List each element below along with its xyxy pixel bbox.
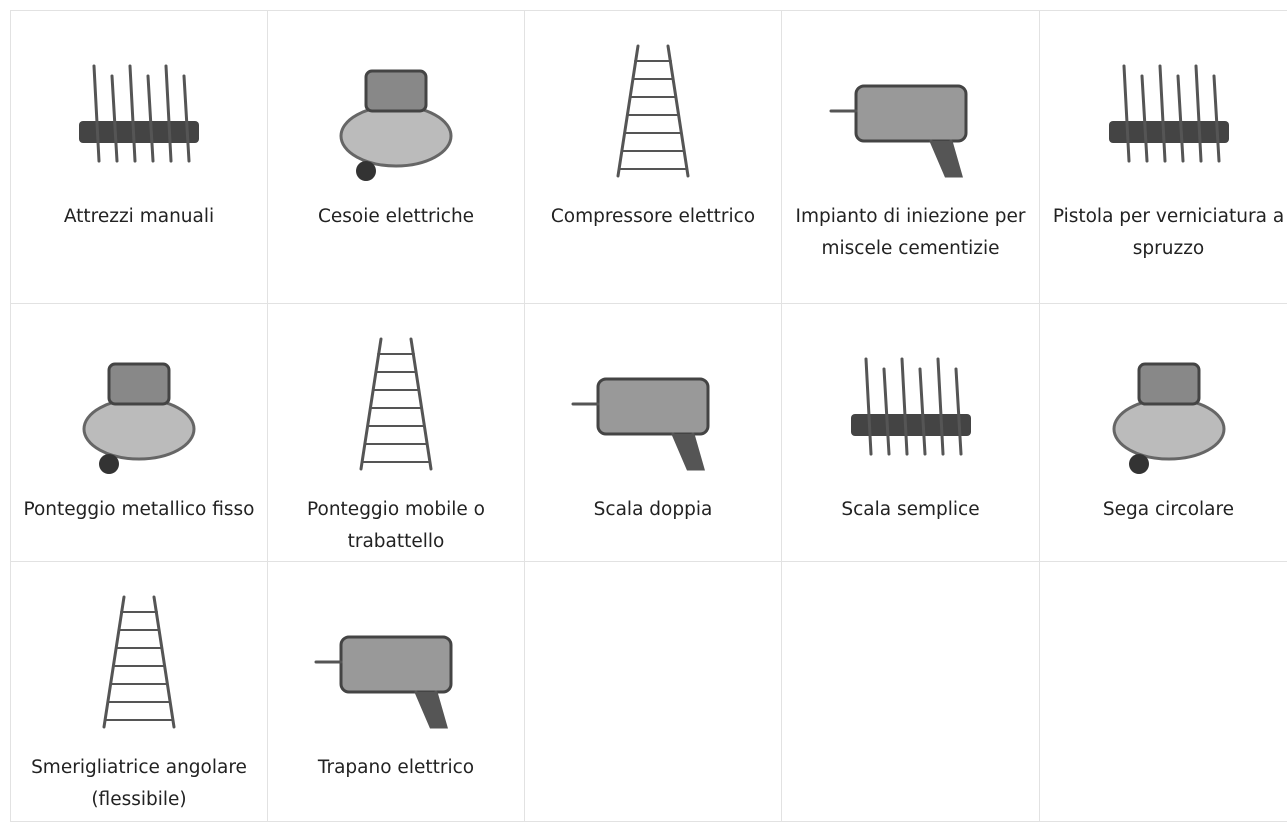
tool-image: [268, 26, 524, 196]
tool-illustration: [339, 69, 453, 181]
tool-label[interactable]: Scala semplice: [841, 499, 980, 520]
tool-illustration: [82, 362, 196, 474]
grid-cell[interactable]: Trapano elettrico: [268, 562, 525, 822]
tool-image: [525, 26, 781, 196]
tool-illustration: [850, 357, 971, 456]
tool-image: [11, 26, 267, 196]
tool-image: [268, 319, 524, 489]
tool-label[interactable]: Impianto di iniezione per miscele cement…: [795, 206, 1026, 259]
tool-image: [11, 319, 267, 489]
tool-illustration: [314, 635, 453, 729]
tool-label[interactable]: Attrezzi manuali: [63, 206, 215, 227]
tool-image: [782, 26, 1039, 196]
tool-image: [268, 577, 524, 747]
grid-cell[interactable]: Cesoie elettriche: [268, 11, 525, 304]
tool-image: [11, 577, 267, 747]
tool-image: [782, 319, 1039, 489]
grid-cell[interactable]: Pistola per verniciatura a spruzzo: [1040, 11, 1287, 304]
tool-label[interactable]: Ponteggio metallico fisso: [23, 499, 255, 520]
grid-cell[interactable]: Ponteggio mobile o trabattello: [268, 304, 525, 562]
tool-label[interactable]: Scala doppia: [593, 499, 713, 520]
tool-grid: Attrezzi manuali Cesoie elettriche Compres…: [10, 10, 1287, 822]
grid-cell[interactable]: Compressore elettrico: [525, 11, 782, 304]
tool-illustration: [79, 64, 199, 163]
tool-illustration: [1112, 362, 1225, 474]
tool-illustration: [1108, 64, 1229, 163]
tool-illustration: [359, 337, 433, 471]
grid-cell: [525, 562, 782, 822]
grid-cell: [782, 562, 1040, 822]
grid-cell[interactable]: Ponteggio metallico fisso: [11, 304, 268, 562]
tool-illustration: [616, 44, 690, 178]
tool-label[interactable]: Cesoie elettriche: [317, 206, 475, 227]
tool-illustration: [102, 595, 176, 729]
grid-cell[interactable]: Scala doppia: [525, 304, 782, 562]
tool-image: [525, 319, 781, 489]
tool-label[interactable]: Ponteggio mobile o trabattello: [307, 499, 485, 552]
tool-illustration: [571, 377, 710, 471]
grid-cell[interactable]: Smerigliatrice angolare (flessibile): [11, 562, 268, 822]
tool-illustration: [829, 84, 967, 178]
grid-cell: [1040, 562, 1287, 822]
grid-cell[interactable]: Scala semplice: [782, 304, 1040, 562]
tool-label[interactable]: Trapano elettrico: [317, 757, 475, 778]
tool-label[interactable]: Pistola per verniciatura a spruzzo: [1052, 206, 1285, 259]
tool-label[interactable]: Smerigliatrice angolare (flessibile): [31, 757, 247, 810]
tool-label[interactable]: Sega circolare: [1102, 499, 1235, 520]
grid-cell[interactable]: Attrezzi manuali: [11, 11, 268, 304]
grid-cell[interactable]: Sega circolare: [1040, 304, 1287, 562]
tool-label[interactable]: Compressore elettrico: [550, 206, 756, 227]
tool-image: [1040, 26, 1287, 196]
tool-image: [1040, 319, 1287, 489]
grid-cell[interactable]: Impianto di iniezione per miscele cement…: [782, 11, 1040, 304]
